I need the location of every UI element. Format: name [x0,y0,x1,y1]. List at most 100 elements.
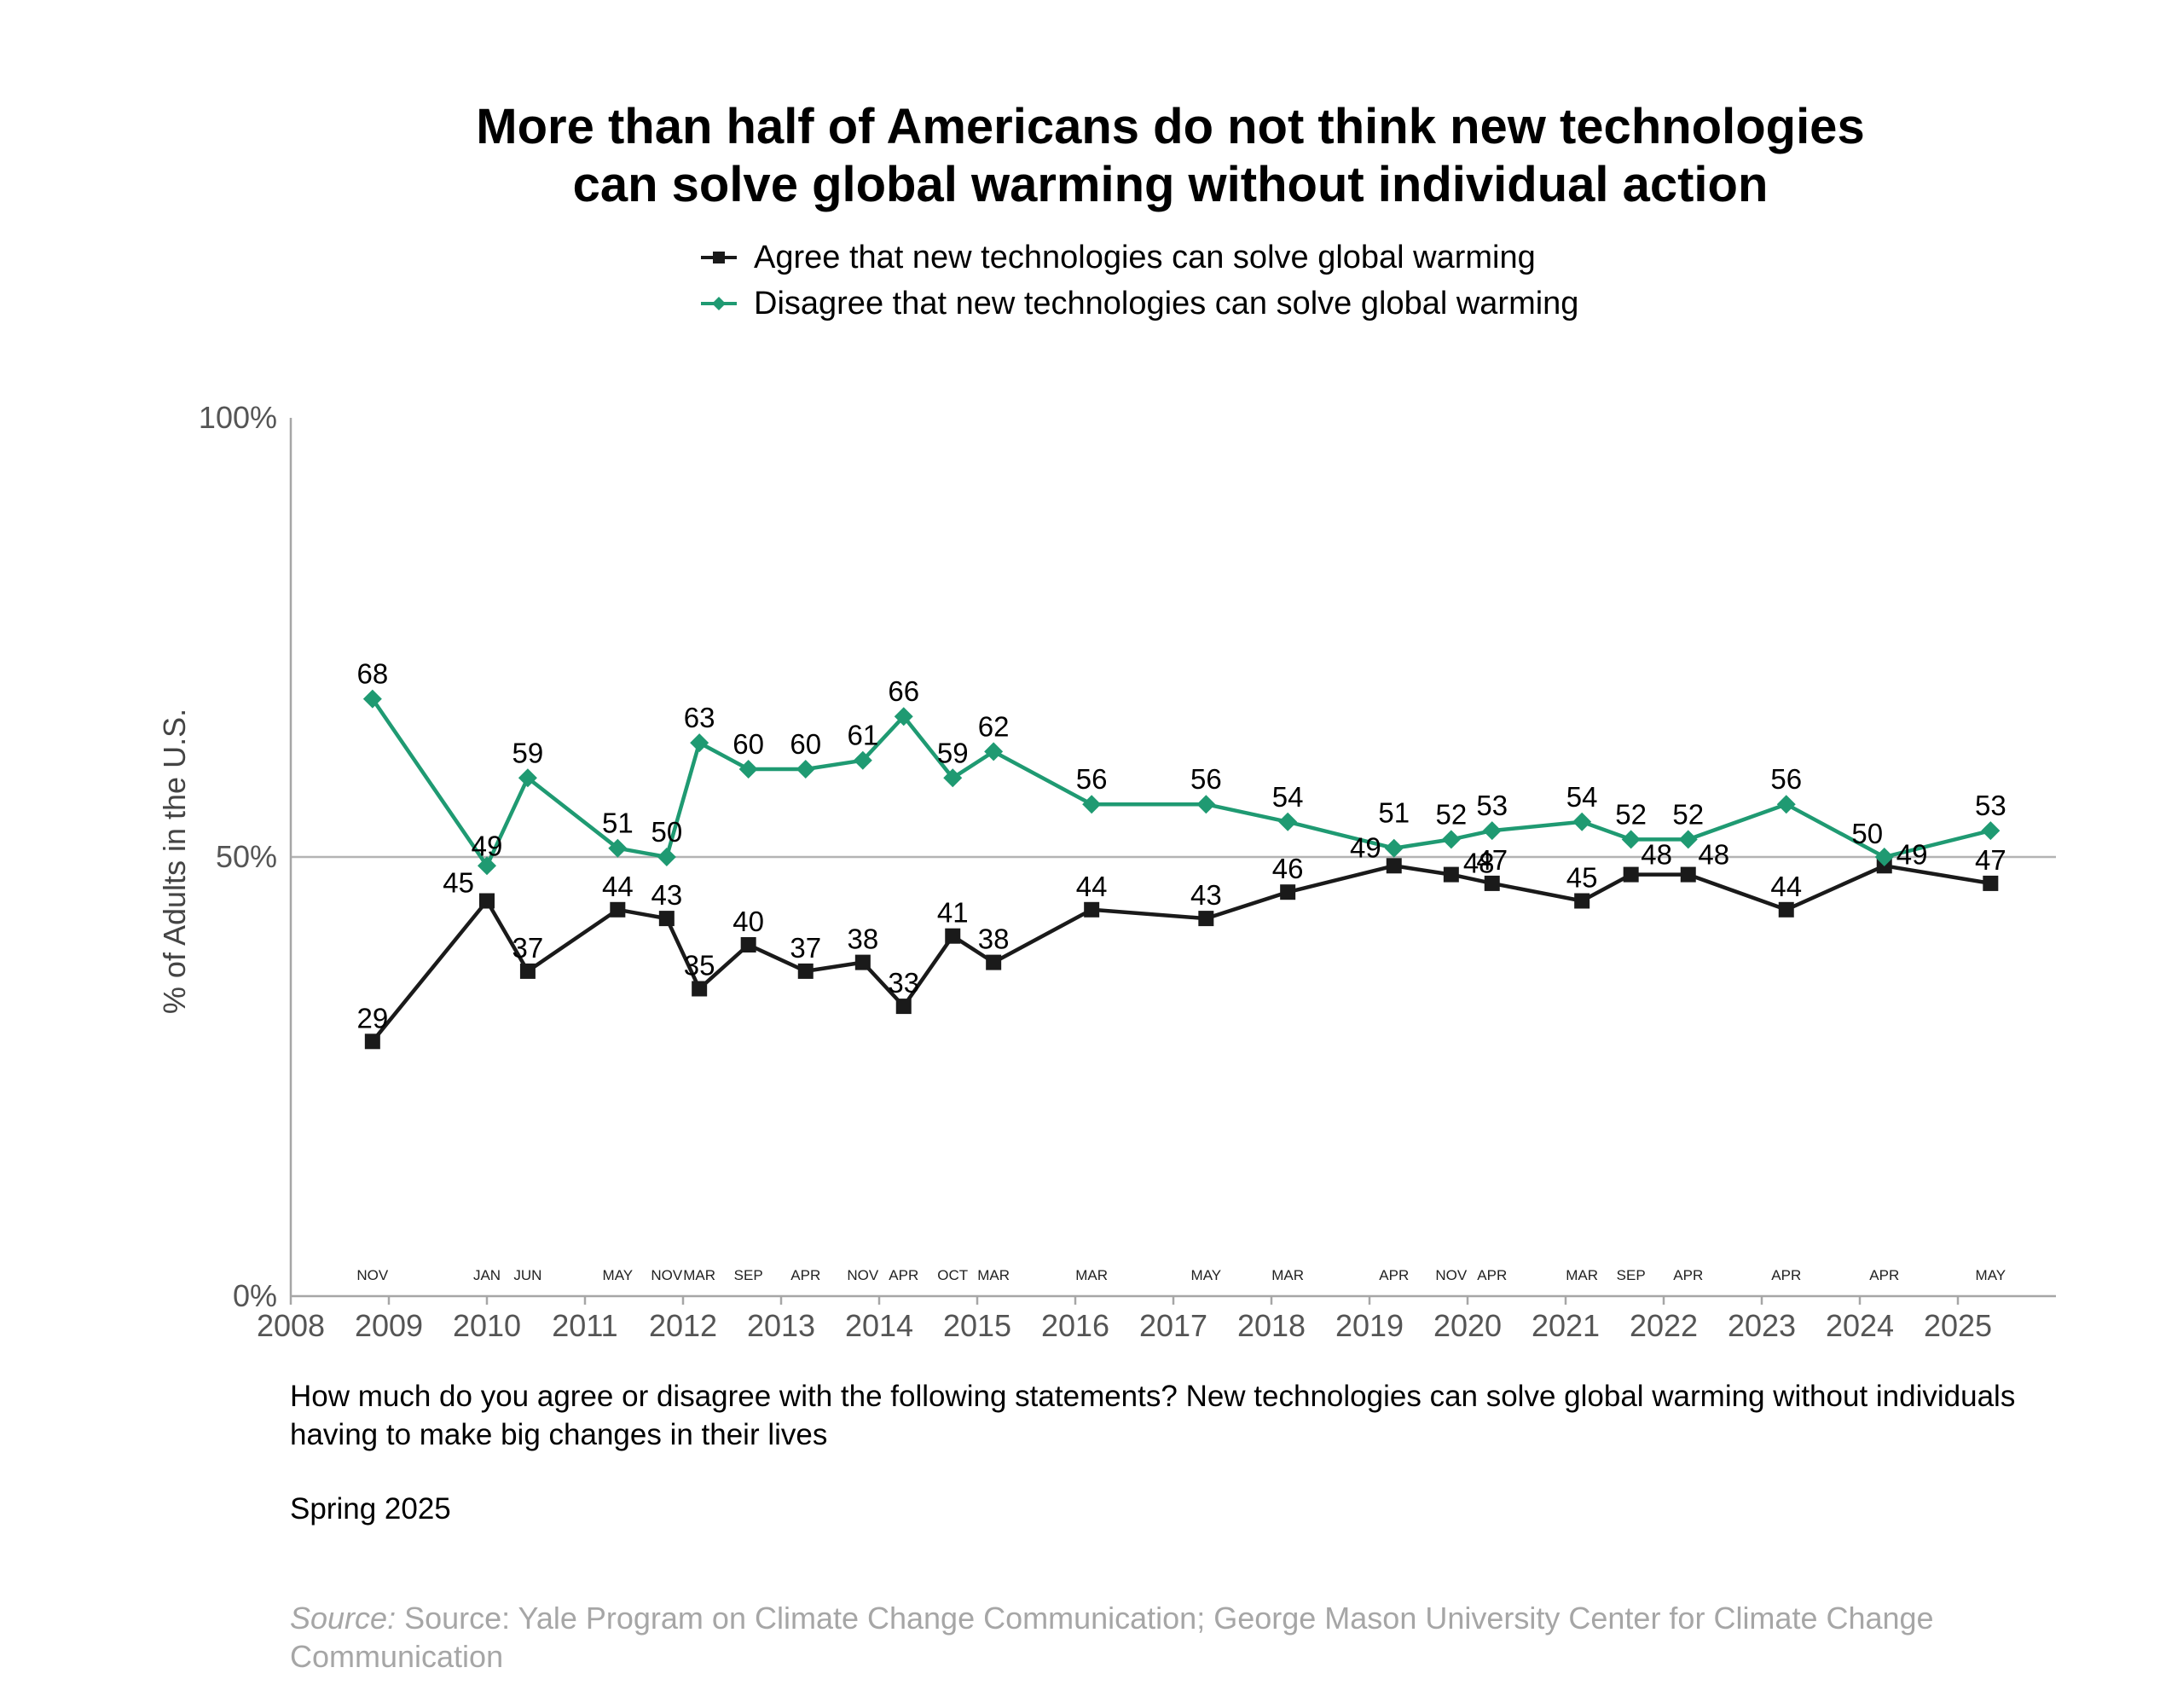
legend-marker-agree-icon [701,252,737,263]
agree-point[interactable] [1084,901,1100,918]
wave-month-label: APR [1477,1267,1507,1283]
x-tick-label: 2021 [1532,1308,1600,1343]
agree-data-label: 29 [356,1002,388,1033]
x-tick-label: 2017 [1139,1308,1207,1343]
wave-month-label: NOV [356,1267,389,1283]
wave-month-label: SEP [734,1267,763,1283]
agree-data-label: 49 [1350,831,1381,863]
agree-data-label: 37 [790,932,821,964]
agree-point[interactable] [1680,866,1696,883]
wave-month-label: NOV [847,1267,879,1283]
disagree-data-label: 51 [602,808,634,839]
agree-data-label: 35 [684,950,715,981]
chart-title: More than half of Americans do not think… [0,98,2183,214]
disagree-series-line [370,698,1991,868]
agree-data-label: 44 [1770,871,1802,902]
disagree-point[interactable] [894,707,913,727]
disagree-point[interactable] [1874,848,1894,866]
disagree-point[interactable] [1441,830,1461,849]
wave-month-label: MAR [977,1267,1010,1283]
y-tick-label: 50% [216,839,277,874]
disagree-point[interactable] [984,742,1004,761]
agree-point[interactable] [1280,884,1296,900]
disagree-point[interactable] [853,750,872,770]
disagree-point[interactable] [1572,812,1592,831]
agree-data-label: 48 [1698,839,1729,871]
disagree-point[interactable] [608,838,628,858]
agree-point[interactable] [1983,875,1999,891]
wave-month-label: NOV [1435,1267,1468,1283]
disagree-data-label: 49 [472,830,503,861]
survey-period: Spring 2025 [290,1492,451,1526]
agree-point[interactable] [519,963,536,979]
disagree-point[interactable] [1981,821,2001,841]
agree-data-label: 48 [1641,839,1672,871]
wave-month-label: MAR [1271,1267,1304,1283]
agree-data-label: 47 [1476,844,1508,876]
disagree-point[interactable] [1196,795,1216,814]
disagree-point[interactable] [1384,838,1404,858]
wave-month-label: APR [1673,1267,1703,1283]
agree-point[interactable] [895,999,912,1015]
agree-point[interactable] [1484,875,1500,891]
disagree-data-label: 54 [1272,781,1304,813]
x-tick-label: 2013 [747,1308,815,1343]
agree-point[interactable] [986,954,1002,970]
agree-point[interactable] [1574,893,1590,909]
disagree-data-label: 54 [1566,781,1598,813]
disagree-data-label: 56 [1190,763,1222,795]
agree-data-label: 33 [888,967,919,999]
agree-point[interactable] [945,928,961,944]
disagree-point[interactable] [478,856,496,876]
disagree-point[interactable] [1776,795,1796,814]
agree-point[interactable] [1623,866,1639,883]
disagree-data-label: 62 [978,710,1010,742]
agree-point[interactable] [1198,911,1214,927]
legend-item-disagree[interactable]: Disagree that new technologies can solve… [699,281,1578,327]
wave-month-label: JAN [473,1267,501,1283]
agree-data-label: 41 [937,897,969,929]
disagree-point[interactable] [1278,812,1298,831]
legend-label-disagree: Disagree that new technologies can solve… [754,285,1579,321]
wave-month-label: MAR [1075,1267,1108,1283]
x-tick-label: 2020 [1433,1308,1502,1343]
agree-point[interactable] [1386,858,1402,874]
wave-month-label: JUN [513,1267,541,1283]
disagree-point[interactable] [1482,821,1502,841]
agree-point[interactable] [364,1033,380,1050]
agree-point[interactable] [692,981,708,997]
disagree-point[interactable] [518,768,537,788]
disagree-point[interactable] [657,848,676,866]
disagree-point[interactable] [738,760,758,779]
wave-month-label: MAR [1566,1267,1598,1283]
disagree-point[interactable] [1082,795,1102,814]
x-tick-label: 2010 [453,1308,521,1343]
disagree-point[interactable] [362,689,382,709]
disagree-point[interactable] [796,760,815,779]
source-text: Source: Yale Program on Climate Change C… [290,1601,1934,1674]
x-tick-label: 2015 [943,1308,1011,1343]
source-prefix: Source: [290,1601,397,1636]
agree-data-label: 45 [443,867,474,899]
disagree-data-label: 63 [684,702,715,733]
agree-data-label: 48 [1463,848,1495,879]
agree-point[interactable] [1443,866,1459,883]
agree-point[interactable] [610,901,626,918]
agree-point[interactable] [1778,901,1794,918]
disagree-point[interactable] [943,768,963,788]
disagree-data-label: 59 [512,737,544,768]
agree-data-label: 40 [732,906,764,937]
agree-point[interactable] [658,911,675,927]
x-tick-label: 2023 [1728,1308,1796,1343]
disagree-point[interactable] [690,733,709,753]
agree-point[interactable] [854,954,871,970]
legend-item-agree[interactable]: Agree that new technologies can solve gl… [699,234,1578,281]
agree-point[interactable] [479,893,495,909]
agree-point[interactable] [797,963,814,979]
agree-point[interactable] [740,937,756,952]
disagree-point[interactable] [1621,830,1641,849]
chart-title-line-1: More than half of Americans do not think… [476,99,1865,154]
disagree-data-label: 52 [1435,798,1467,830]
agree-data-label: 49 [1896,838,1928,870]
disagree-point[interactable] [1678,830,1698,849]
